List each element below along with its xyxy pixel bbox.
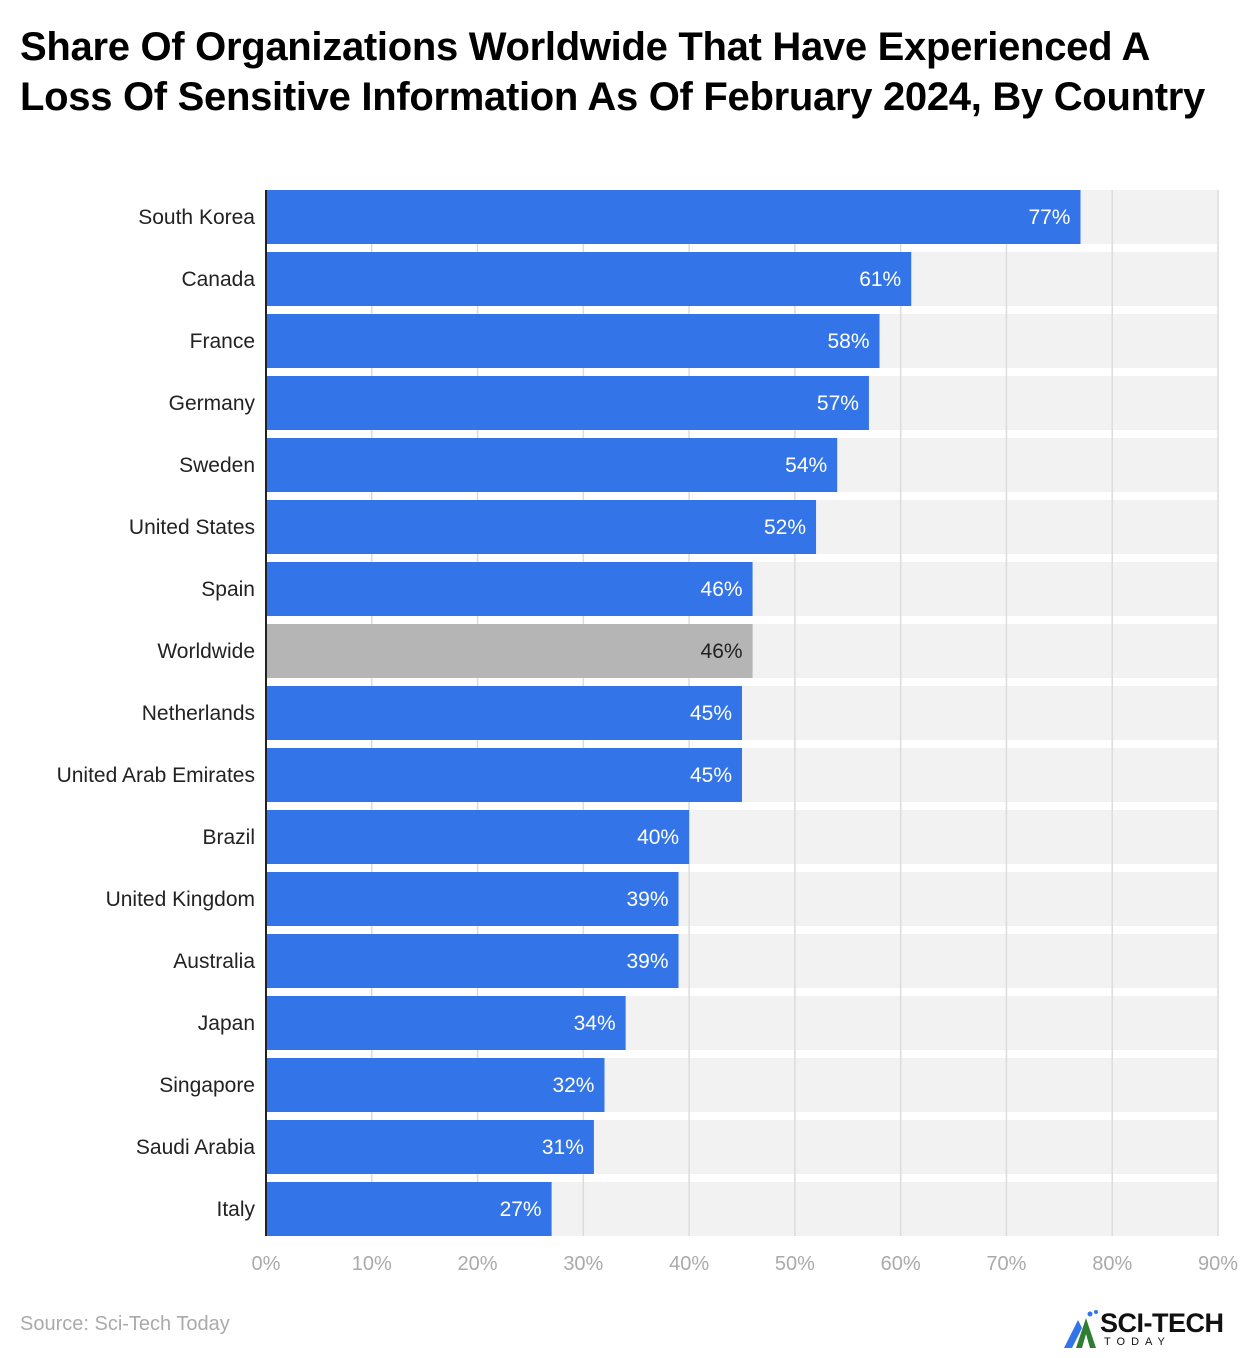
data-label: 46%	[701, 578, 743, 601]
x-tick-label: 40%	[669, 1253, 709, 1275]
bar-chart: 0% 10% 20% 30% 40% 50% 60% 70% 80% 90% South Korea…	[57, 190, 1238, 1275]
category-label: South Korea	[138, 206, 255, 229]
source-note: Source: Sci-Tech Today	[20, 1313, 230, 1335]
category-label: France	[190, 330, 255, 353]
data-label: 54%	[785, 454, 827, 477]
category-label: United States	[129, 516, 255, 539]
category-label: Australia	[173, 950, 255, 973]
bar	[266, 252, 912, 306]
logo-subtext: TODAY	[1104, 1336, 1171, 1348]
x-tick-label: 30%	[563, 1253, 603, 1275]
x-tick-label: 90%	[1198, 1253, 1238, 1275]
bar	[266, 748, 742, 802]
data-label: 45%	[690, 764, 732, 787]
logo-text: SCI-TECH	[1100, 1308, 1224, 1338]
bar	[266, 872, 679, 926]
data-label: 61%	[859, 268, 901, 291]
bar	[266, 934, 679, 988]
bar	[266, 562, 753, 616]
data-label: 52%	[764, 516, 806, 539]
chart-title: Share Of Organizations Worldwide That Ha…	[20, 25, 1205, 119]
data-label: 57%	[817, 392, 859, 415]
bar	[266, 438, 838, 492]
bar	[266, 190, 1081, 244]
bar	[266, 1182, 552, 1236]
category-label: Canada	[181, 268, 255, 291]
x-tick-label: 0%	[252, 1253, 281, 1275]
bar	[266, 624, 753, 678]
bar	[266, 1120, 594, 1174]
category-label: Germany	[169, 392, 256, 415]
x-tick-label: 10%	[352, 1253, 392, 1275]
x-tick-label: 60%	[881, 1253, 921, 1275]
sci-tech-logo: SCI-TECH TODAY	[1062, 1308, 1237, 1352]
category-label: Spain	[201, 578, 255, 601]
category-label: Netherlands	[142, 702, 255, 725]
data-label: 45%	[690, 702, 732, 725]
x-tick-label: 50%	[775, 1253, 815, 1275]
data-label: 39%	[627, 950, 669, 973]
category-label: Sweden	[179, 454, 255, 477]
x-tick-label: 70%	[986, 1253, 1026, 1275]
category-label: Italy	[216, 1198, 255, 1221]
x-tick-label: 80%	[1092, 1253, 1132, 1275]
data-label: 40%	[637, 826, 679, 849]
logo-icon	[1064, 1310, 1098, 1348]
data-label: 32%	[552, 1074, 594, 1097]
category-label: Brazil	[202, 826, 255, 849]
bar	[266, 996, 626, 1050]
category-label: United Kingdom	[106, 888, 255, 911]
data-label: 31%	[542, 1136, 584, 1159]
bar	[266, 1058, 605, 1112]
category-label: Japan	[198, 1012, 255, 1035]
bar	[266, 500, 817, 554]
data-label: 27%	[500, 1198, 542, 1221]
data-label: 77%	[1028, 206, 1070, 229]
category-label: Worldwide	[157, 640, 255, 663]
x-tick-label: 20%	[458, 1253, 498, 1275]
data-label: 39%	[627, 888, 669, 911]
bar	[266, 686, 742, 740]
category-label: Saudi Arabia	[136, 1136, 255, 1159]
data-label: 34%	[574, 1012, 616, 1035]
bar	[266, 810, 690, 864]
category-label: Singapore	[159, 1074, 255, 1097]
category-label: United Arab Emirates	[57, 764, 255, 787]
bar	[266, 314, 880, 368]
data-label: 58%	[827, 330, 869, 353]
bar	[266, 376, 869, 430]
data-label: 46%	[701, 640, 743, 663]
